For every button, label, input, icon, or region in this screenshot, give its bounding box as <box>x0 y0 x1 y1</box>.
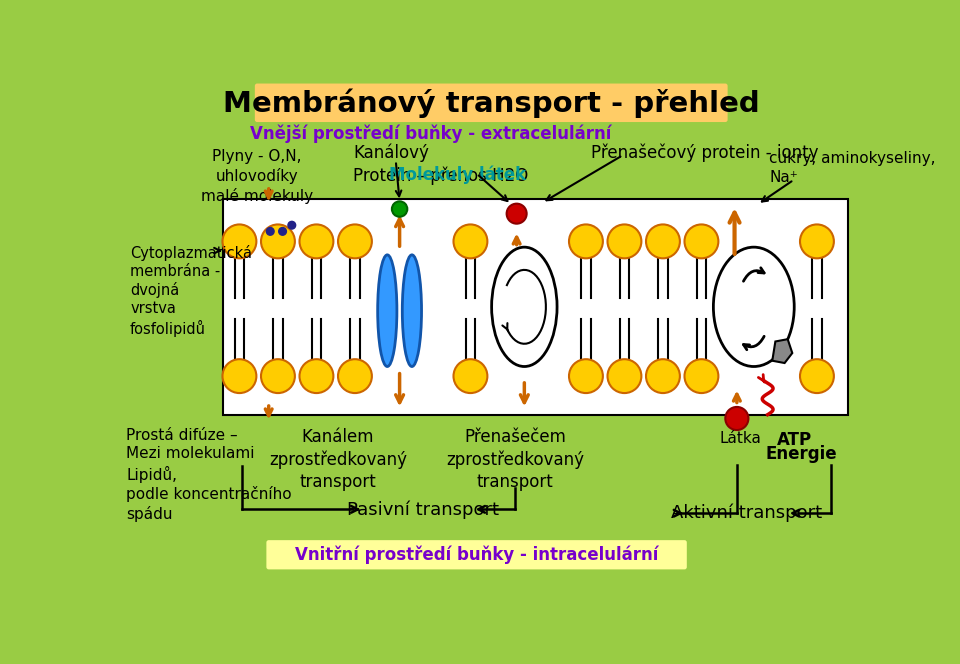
Text: Pasivní transport: Pasivní transport <box>347 500 498 519</box>
Text: Molekuly látek: Molekuly látek <box>389 166 526 185</box>
Text: Vnější prostředí buňky - extracelulární: Vnější prostředí buňky - extracelulární <box>250 124 612 143</box>
Ellipse shape <box>713 247 794 367</box>
Circle shape <box>392 201 407 216</box>
Circle shape <box>684 359 718 393</box>
Circle shape <box>288 221 296 229</box>
Text: Energie: Energie <box>765 446 837 463</box>
Ellipse shape <box>492 247 557 367</box>
Circle shape <box>223 224 256 258</box>
Text: Látka: Látka <box>719 431 761 446</box>
Circle shape <box>726 407 749 430</box>
Circle shape <box>261 359 295 393</box>
Text: Cytoplazmatická
membrána -
dvojná
vrstva
fosfolipidů: Cytoplazmatická membrána - dvojná vrstva… <box>131 245 252 337</box>
Circle shape <box>684 224 718 258</box>
Ellipse shape <box>402 255 421 367</box>
Circle shape <box>800 359 834 393</box>
Ellipse shape <box>377 255 396 367</box>
Text: Aktivní transport: Aktivní transport <box>670 504 822 523</box>
Circle shape <box>453 359 488 393</box>
Text: cukry, aminokyseliny,
Na⁺: cukry, aminokyseliny, Na⁺ <box>769 151 936 185</box>
Circle shape <box>507 204 527 224</box>
Circle shape <box>608 224 641 258</box>
Circle shape <box>300 224 333 258</box>
Circle shape <box>278 228 286 235</box>
FancyBboxPatch shape <box>254 84 728 122</box>
Circle shape <box>453 224 488 258</box>
Circle shape <box>569 359 603 393</box>
Text: ATP: ATP <box>777 431 812 449</box>
Circle shape <box>608 359 641 393</box>
Text: Prostá difúze –
Mezi molekulami
Lipidů,
podle koncentračního
spádu: Prostá difúze – Mezi molekulami Lipidů, … <box>127 428 292 523</box>
Polygon shape <box>772 339 792 363</box>
Circle shape <box>261 224 295 258</box>
Circle shape <box>569 224 603 258</box>
Text: Kanálem
zprostředkovaný
transport: Kanálem zprostředkovaný transport <box>269 428 407 491</box>
Text: Přenašečem
zprostředkovaný
transport: Přenašečem zprostředkovaný transport <box>446 428 584 491</box>
Circle shape <box>338 359 372 393</box>
Text: Kanálový
Protein – přenos H2O: Kanálový Protein – přenos H2O <box>353 143 529 185</box>
Text: Plyny - O,N,
uhlovodíky
malé molekuly: Plyny - O,N, uhlovodíky malé molekuly <box>201 149 313 204</box>
Circle shape <box>800 224 834 258</box>
Text: Přenašečový protein - ionty: Přenašečový protein - ionty <box>590 143 818 162</box>
Circle shape <box>646 224 680 258</box>
Bar <box>223 199 848 414</box>
Circle shape <box>300 359 333 393</box>
Circle shape <box>338 224 372 258</box>
Text: Vnitřní prostředí buňky - intracelulární: Vnitřní prostředí buňky - intracelulární <box>295 546 659 564</box>
Circle shape <box>646 359 680 393</box>
Circle shape <box>223 359 256 393</box>
FancyBboxPatch shape <box>266 540 686 570</box>
Circle shape <box>266 228 275 235</box>
Text: Membránový transport - přehled: Membránový transport - přehled <box>223 88 759 118</box>
